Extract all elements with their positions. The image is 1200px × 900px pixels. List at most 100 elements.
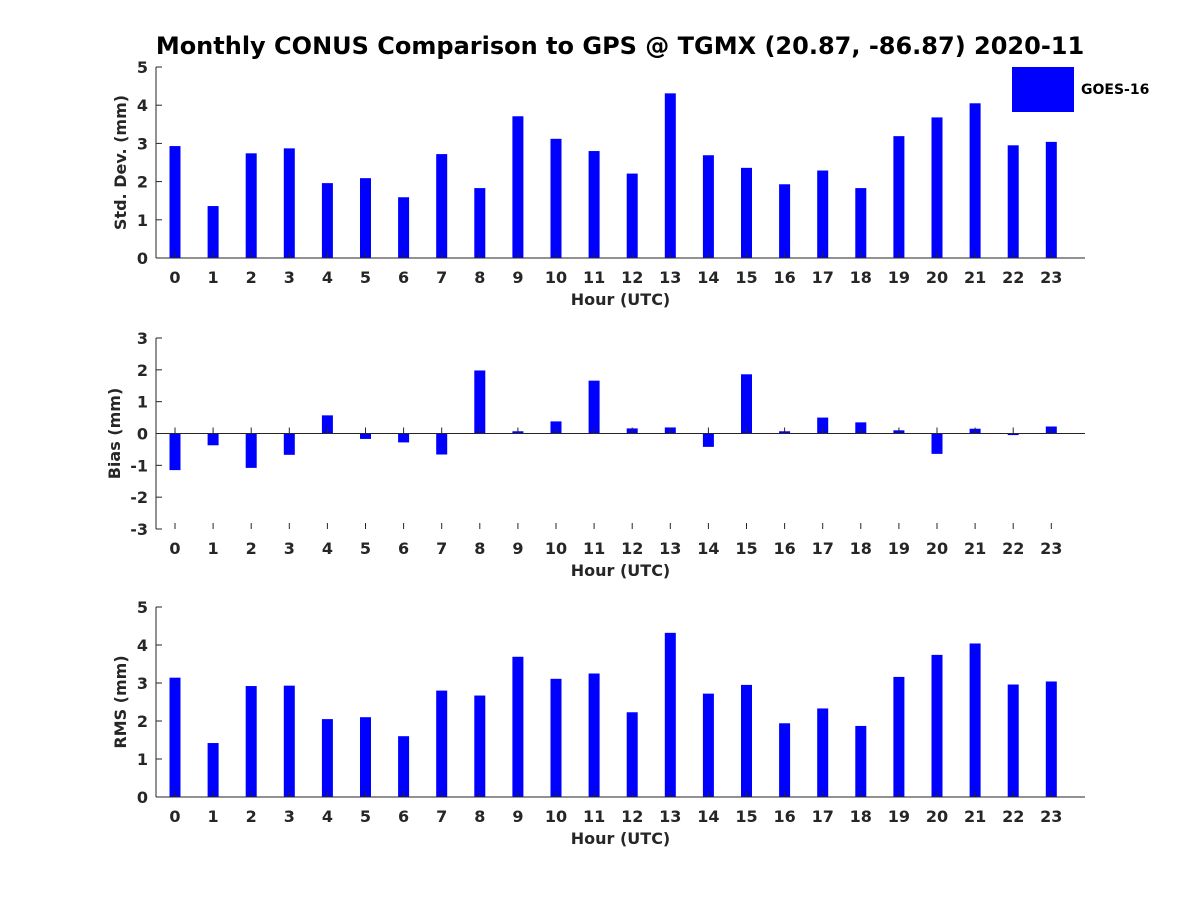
bias-bar: [169, 433, 181, 471]
std-bar: [969, 103, 981, 258]
bias-x-tick-label: 14: [697, 539, 719, 558]
rms-bar: [702, 693, 714, 797]
std-bar: [398, 197, 410, 258]
bias-x-tick-label: 16: [773, 539, 795, 558]
bias-bar: [741, 374, 752, 434]
std-bar: [741, 167, 752, 258]
bias-bar: [321, 415, 333, 434]
std-bar: [855, 188, 867, 258]
std-bar: [360, 178, 371, 258]
bias-bar: [283, 433, 295, 455]
rms-bar: [931, 654, 943, 797]
bias-x-tick-label: 8: [474, 539, 485, 558]
bias-bar: [550, 421, 562, 434]
rms-bar: [207, 743, 219, 797]
rms-bar: [283, 685, 295, 797]
std-bar: [588, 151, 600, 258]
std-x-tick-label: 23: [1040, 268, 1062, 287]
rms-x-tick-label: 21: [964, 807, 986, 826]
legend-swatch: [1012, 67, 1074, 112]
rms-x-tick-label: 12: [621, 807, 643, 826]
std-x-tick-label: 4: [322, 268, 333, 287]
std-bar: [207, 206, 219, 258]
std-bar: [931, 117, 943, 258]
rms-y-tick-label: 4: [137, 636, 148, 655]
rms-bar: [969, 643, 981, 797]
rms-bar: [855, 725, 867, 797]
rms-bar: [436, 690, 448, 797]
std-x-tick-label: 10: [545, 268, 567, 287]
bias-bar: [931, 433, 943, 454]
bias-bar: [207, 433, 219, 446]
std-x-tick-label: 16: [773, 268, 795, 287]
std-bar: [626, 173, 638, 258]
rms-x-tick-label: 23: [1040, 807, 1062, 826]
rms-bar: [398, 736, 410, 797]
bias-bar: [588, 380, 600, 434]
bias-x-tick-label: 9: [512, 539, 523, 558]
rms-y-label: RMS (mm): [111, 655, 130, 748]
std-y-tick-label: 0: [137, 249, 148, 268]
rms-bar: [1007, 684, 1019, 797]
rms-bar: [550, 678, 562, 797]
rms-x-tick-label: 1: [208, 807, 219, 826]
bias-x-tick-label: 15: [735, 539, 757, 558]
rms-x-tick-label: 15: [735, 807, 757, 826]
bias-x-tick-label: 11: [583, 539, 605, 558]
rms-bar: [321, 719, 333, 797]
std-x-tick-label: 22: [1002, 268, 1024, 287]
bias-bar: [436, 433, 448, 455]
bias-x-tick-label: 2: [246, 539, 257, 558]
std-x-tick-label: 14: [697, 268, 719, 287]
bias-y-tick-label: 1: [137, 393, 148, 412]
bias-x-tick-label: 5: [360, 539, 371, 558]
std-x-tick-label: 7: [436, 268, 447, 287]
bias-bar: [817, 417, 829, 434]
bias-x-label: Hour (UTC): [571, 561, 671, 580]
rms-x-tick-label: 6: [398, 807, 409, 826]
std-bar: [893, 136, 905, 258]
rms-x-tick-label: 3: [284, 807, 295, 826]
bias-x-tick-label: 6: [398, 539, 409, 558]
std-bar: [245, 153, 257, 258]
bias-x-tick-label: 21: [964, 539, 986, 558]
bias-y-tick-label: -1: [130, 456, 148, 475]
legend: GOES-16: [1012, 67, 1149, 112]
std-x-tick-label: 13: [659, 268, 681, 287]
std-x-tick-label: 0: [169, 268, 180, 287]
bias-x-tick-label: 3: [284, 539, 295, 558]
bias-y-tick-label: 3: [137, 329, 148, 348]
bias-x-tick-label: 17: [812, 539, 834, 558]
rms-x-tick-label: 4: [322, 807, 333, 826]
std-x-tick-label: 8: [474, 268, 485, 287]
std-x-label: Hour (UTC): [571, 290, 671, 309]
std-x-tick-label: 18: [850, 268, 872, 287]
rms-bar: [169, 677, 181, 797]
std-bar: [817, 170, 829, 258]
rms-bar: [626, 712, 638, 797]
rms-x-tick-label: 10: [545, 807, 567, 826]
rms-y-tick-label: 1: [137, 750, 148, 769]
rms-y-tick-label: 0: [137, 788, 148, 807]
std-x-tick-label: 11: [583, 268, 605, 287]
rms-y-tick-label: 2: [137, 712, 148, 731]
rms-bar: [741, 684, 752, 797]
std-bar: [550, 138, 562, 258]
legend-label: GOES-16: [1081, 82, 1149, 98]
bias-x-tick-label: 1: [208, 539, 219, 558]
std-y-tick-label: 3: [137, 134, 148, 153]
std-y-tick-label: 4: [137, 96, 148, 115]
bias-bar: [474, 370, 486, 434]
std-y-tick-label: 1: [137, 211, 148, 230]
bias-bar: [1007, 433, 1019, 436]
std-y-tick-label: 5: [137, 58, 148, 77]
rms-bar: [779, 723, 791, 797]
std-x-tick-label: 3: [284, 268, 295, 287]
bias-x-tick-label: 18: [850, 539, 872, 558]
rms-bar: [1045, 681, 1057, 797]
rms-bar: [817, 708, 829, 797]
rms-y-tick-label: 5: [137, 598, 148, 617]
